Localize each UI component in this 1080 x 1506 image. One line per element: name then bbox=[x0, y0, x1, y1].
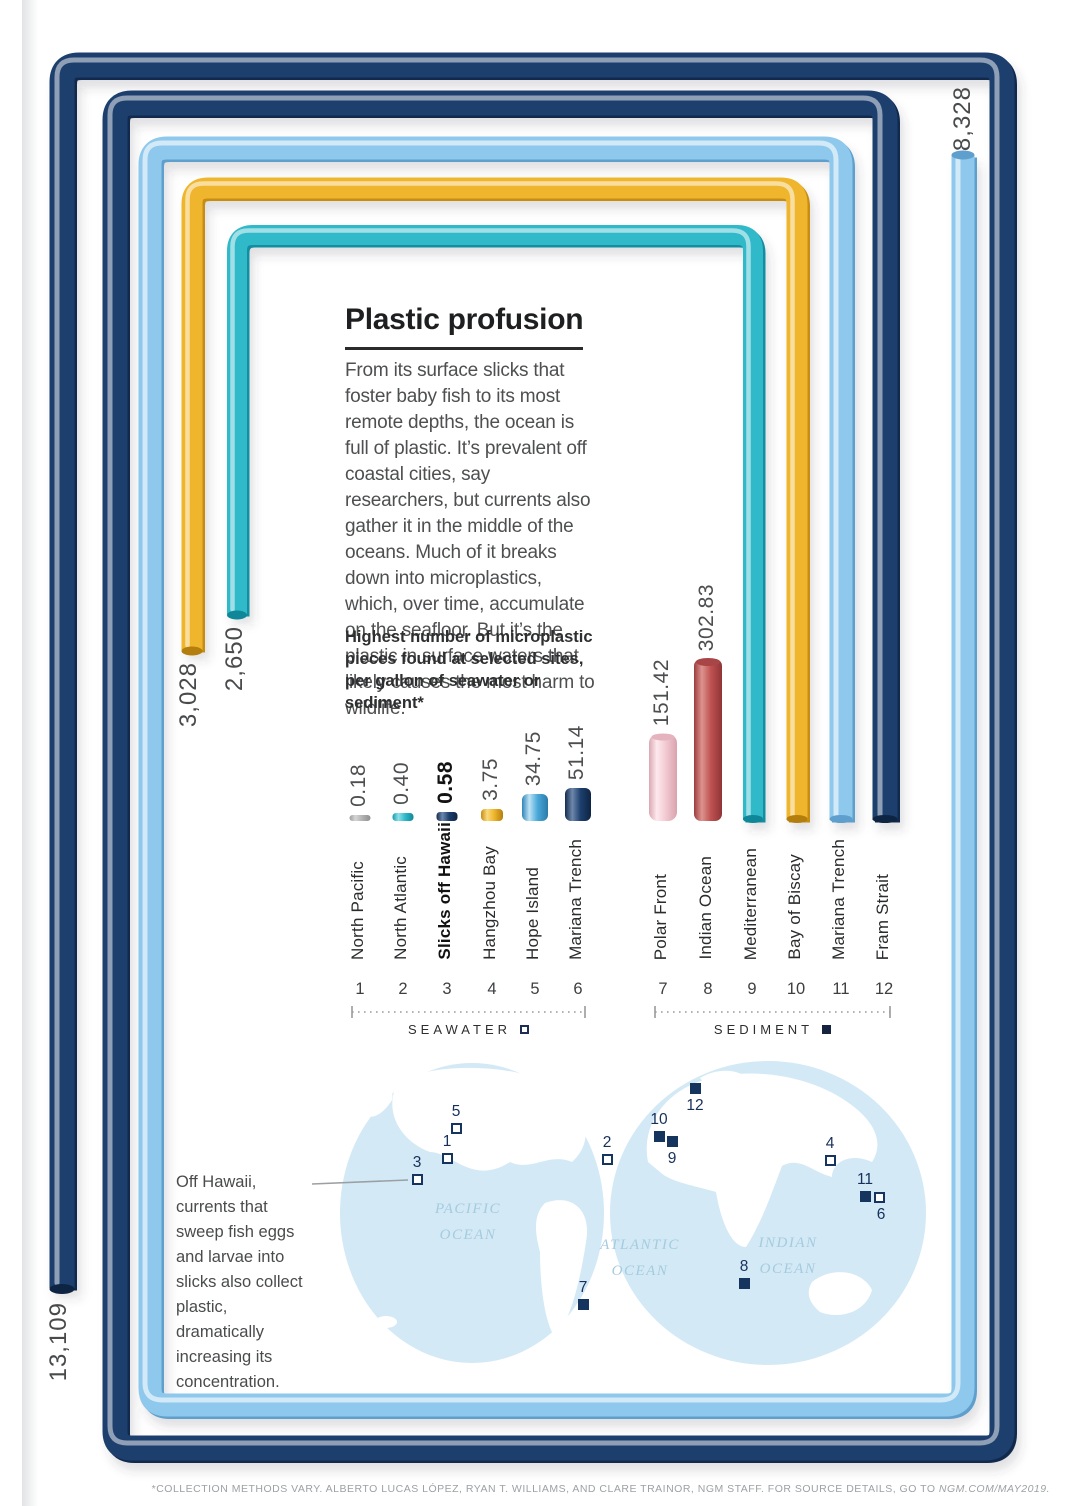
annotation-leader-line bbox=[311, 1179, 409, 1185]
site-label-mariana-sediment: Mariana Trench bbox=[829, 839, 848, 960]
bar-polar-front bbox=[649, 734, 677, 821]
site-label-hope-island: Hope Island bbox=[523, 867, 542, 960]
site-label-indian-ocean: Indian Ocean bbox=[696, 856, 715, 960]
tick-8: 8 bbox=[703, 980, 713, 998]
map-marker-1 bbox=[442, 1153, 453, 1164]
value-label-bay-of-biscay: 3,028 bbox=[175, 662, 202, 728]
value-label-fram-strait: 13,109 bbox=[45, 1302, 72, 1382]
chart-subtitle: Highest number of microplastic pieces fo… bbox=[345, 628, 593, 712]
map-marker-label-3: 3 bbox=[412, 1154, 422, 1171]
map-marker-10 bbox=[654, 1131, 665, 1142]
bar-indian-ocean bbox=[694, 659, 722, 821]
bar-hangzhou-bay bbox=[481, 809, 503, 821]
value-label-indian-ocean: 302.83 bbox=[695, 583, 718, 651]
tick-6: 6 bbox=[573, 980, 583, 998]
map-marker-label-5: 5 bbox=[451, 1103, 461, 1120]
map-marker-label-2: 2 bbox=[602, 1134, 612, 1151]
bar-north-atlantic bbox=[392, 813, 414, 821]
bar-hope-island bbox=[522, 794, 548, 821]
site-label-north-atlantic: North Atlantic bbox=[391, 856, 410, 960]
map-marker-label-1: 1 bbox=[442, 1133, 452, 1150]
intro-text: From its surface slicks that foster baby… bbox=[345, 360, 595, 719]
legend-seawater-label: SEAWATER bbox=[407, 1022, 512, 1037]
map-annotation: Off Hawaii, currents that sweep fish egg… bbox=[176, 1173, 303, 1391]
map-marker-label-7: 7 bbox=[578, 1279, 588, 1296]
tick-2: 2 bbox=[398, 980, 408, 998]
site-label-polar-front: Polar Front bbox=[651, 873, 670, 960]
site-label-fram-strait: Fram Strait bbox=[873, 873, 892, 960]
tick-3: 3 bbox=[442, 980, 452, 998]
straw-fram-strait-navy bbox=[49, 52, 1017, 1463]
site-label-bay-of-biscay: Bay of Biscay bbox=[785, 854, 804, 960]
ocean-label-atlantic: ATLANTIC OCEAN bbox=[600, 1237, 680, 1279]
map-marker-9 bbox=[667, 1136, 678, 1147]
tick-1: 1 bbox=[355, 980, 365, 998]
footer-link: NGM.COM/MAY2019. bbox=[938, 1483, 1050, 1495]
filled-square-icon bbox=[822, 1025, 832, 1034]
value-label-hope-island: 34.75 bbox=[522, 730, 545, 786]
site-label-slicks-off-hawaii: Slicks off Hawaii bbox=[435, 822, 454, 960]
value-label-polar-front: 151.42 bbox=[650, 658, 673, 726]
site-label-hangzhou-bay: Hangzhou Bay bbox=[480, 846, 499, 960]
value-label-slicks-off-hawaii: 0.58 bbox=[434, 761, 457, 804]
footer-text: *COLLECTION METHODS VARY. ALBERTO LUCAS … bbox=[151, 1483, 939, 1495]
short-straw-bars bbox=[349, 658, 722, 821]
site-label-north-pacific: North Pacific bbox=[348, 861, 367, 960]
tick-12: 12 bbox=[874, 980, 894, 998]
bar-slicks-off-hawaii bbox=[436, 812, 458, 821]
tick-5: 5 bbox=[530, 980, 540, 998]
site-label-mariana-seawater: Mariana Trench bbox=[566, 839, 585, 960]
tick-7: 7 bbox=[658, 980, 668, 998]
map-marker-label-12: 12 bbox=[686, 1097, 704, 1114]
map-marker-4 bbox=[825, 1155, 836, 1166]
axis-brackets bbox=[351, 1006, 891, 1018]
straw-bay-of-biscay-yellow bbox=[181, 177, 810, 823]
straw-mediterranean-teal bbox=[227, 225, 766, 823]
value-label-north-pacific: 0.18 bbox=[347, 764, 370, 807]
map-marker-6 bbox=[874, 1192, 885, 1203]
tick-9: 9 bbox=[747, 980, 757, 998]
value-label-mediterranean: 2,650 bbox=[221, 626, 248, 692]
map-marker-11 bbox=[860, 1191, 871, 1202]
map-marker-label-8: 8 bbox=[739, 1258, 749, 1275]
world-map bbox=[340, 1061, 926, 1365]
bar-mariana-seawater bbox=[565, 788, 591, 821]
map-marker-8 bbox=[739, 1278, 750, 1289]
page-edge-shadow bbox=[22, 0, 38, 1506]
value-label-north-atlantic: 0.40 bbox=[390, 762, 413, 805]
map-marker-7 bbox=[578, 1299, 589, 1310]
map-marker-label-10: 10 bbox=[650, 1111, 668, 1128]
tick-4: 4 bbox=[487, 980, 497, 998]
ocean-label-indian: INDIAN OCEAN bbox=[758, 1235, 818, 1277]
open-square-icon bbox=[520, 1025, 530, 1034]
map-marker-12 bbox=[690, 1083, 701, 1094]
footer-credit: *COLLECTION METHODS VARY. ALBERTO LUCAS … bbox=[152, 1483, 1050, 1495]
map-marker-label-11: 11 bbox=[856, 1171, 874, 1188]
legend-sediment: SEDIMENT bbox=[655, 1022, 890, 1037]
legend-sediment-label: SEDIMENT bbox=[713, 1022, 814, 1037]
map-marker-3 bbox=[412, 1174, 423, 1185]
tick-10: 10 bbox=[786, 980, 806, 998]
map-marker-label-6: 6 bbox=[876, 1206, 886, 1223]
straw-mariana-sediment-lightblue bbox=[138, 136, 977, 1419]
value-label-mariana-sediment: 8,328 bbox=[949, 86, 976, 152]
value-label-mariana-seawater: 51.14 bbox=[565, 724, 588, 780]
value-label-hangzhou-bay: 3.75 bbox=[479, 758, 502, 801]
page-title: Plastic profusion bbox=[345, 303, 584, 350]
bar-north-pacific bbox=[349, 815, 371, 821]
map-marker-label-4: 4 bbox=[825, 1135, 835, 1152]
tick-11: 11 bbox=[832, 980, 850, 998]
map-marker-2 bbox=[602, 1154, 613, 1165]
site-label-mediterranean: Mediterranean bbox=[741, 847, 760, 960]
ocean-label-pacific: PACIFIC OCEAN bbox=[434, 1201, 502, 1243]
map-marker-5 bbox=[451, 1123, 462, 1134]
legend-seawater: SEAWATER bbox=[352, 1022, 585, 1037]
map-marker-label-9: 9 bbox=[667, 1150, 677, 1167]
